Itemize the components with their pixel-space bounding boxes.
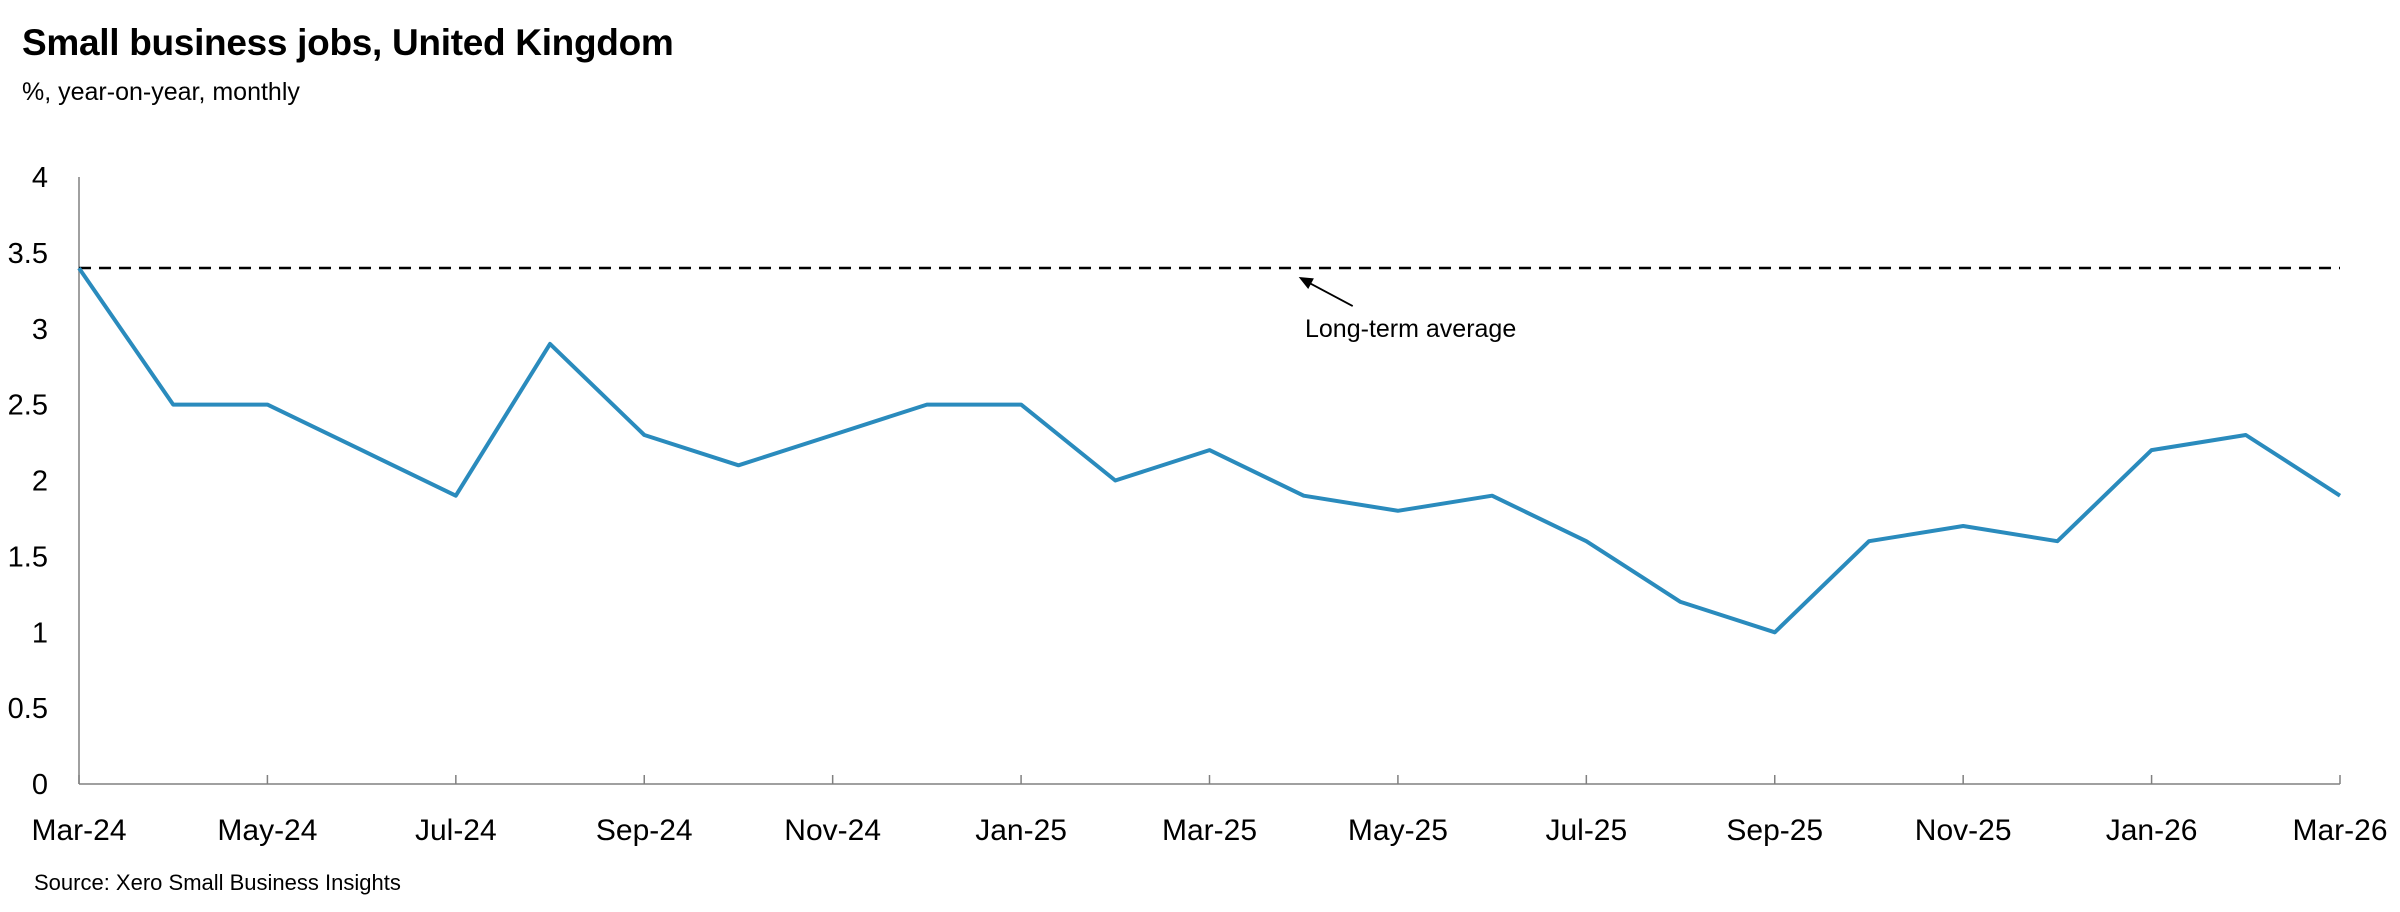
y-axis-ticks: 0 0.5 1 1.5 2 2.5 3 3.5 4 (8, 162, 48, 801)
annotation-arrowhead (1298, 277, 1314, 289)
y-tick-label: 4 (32, 162, 48, 194)
x-axis-ticks: Mar-24 May-24 Jul-24 Sep-24 Nov-24 Jan-25 Mar-… (31, 775, 2388, 847)
series-line (77, 266, 2342, 635)
x-tick-label: Sep-25 (1726, 814, 1823, 847)
annotation-label: Long-term average (1305, 315, 1516, 343)
x-tick-label: Jul-24 (415, 814, 497, 847)
x-tick-label: May-24 (217, 814, 317, 847)
y-tick-label: 2.5 (8, 390, 48, 422)
source-note: Source: Xero Small Business Insights (34, 870, 401, 895)
x-tick-label: Nov-24 (784, 814, 881, 847)
x-tick-label: Jan-25 (975, 814, 1067, 847)
x-tick-label: Nov-25 (1915, 814, 2012, 847)
y-tick-label: 2 (32, 466, 48, 498)
x-tick-label: Jul-25 (1545, 814, 1627, 847)
y-tick-label: 3 (32, 314, 48, 346)
x-tick-label: Mar-26 (2292, 814, 2387, 847)
chart-subtitle: %, year-on-year, monthly (22, 78, 300, 106)
y-tick-label: 0 (32, 769, 48, 801)
long-term-average-annotation: Long-term average (1298, 277, 1516, 343)
y-tick-label: 1.5 (8, 541, 48, 573)
x-tick-label: Mar-25 (1162, 814, 1257, 847)
annotation-arrow (1306, 280, 1354, 307)
chart-title: Small business jobs, United Kingdom (22, 22, 674, 63)
y-tick-label: 3.5 (8, 238, 48, 270)
y-tick-label: 1 (32, 617, 48, 649)
y-tick-label: 0.5 (8, 693, 48, 725)
x-tick-label: May-25 (1348, 814, 1448, 847)
x-tick-label: Mar-24 (31, 814, 126, 847)
x-tick-label: Jan-26 (2106, 814, 2198, 847)
x-tick-label: Sep-24 (596, 814, 693, 847)
